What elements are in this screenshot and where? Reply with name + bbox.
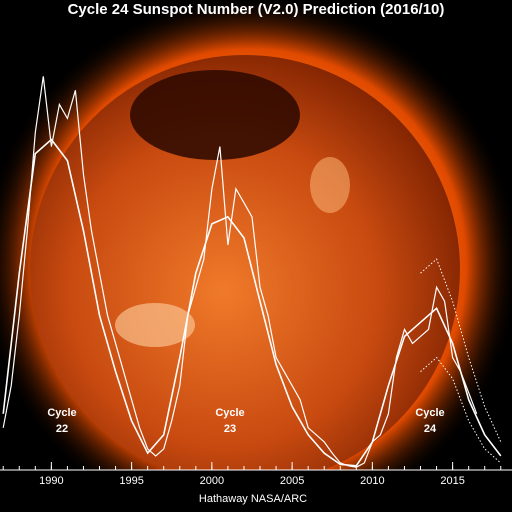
coronal-hole [130,70,300,160]
chart-title: Cycle 24 Sunspot Number (V2.0) Predictio… [68,1,445,18]
cycle-label: Cycle [47,407,76,419]
cycle-label: 23 [224,423,236,435]
x-tick-label: 2000 [200,475,224,487]
data-line [2,76,478,468]
active-region [310,157,350,213]
x-tick-label: 1990 [39,475,63,487]
cycle-label: Cycle [215,407,244,419]
cycle-label: Cycle [415,407,444,419]
active-region [115,303,195,347]
data-line [420,258,502,443]
data-line [2,138,502,467]
x-tick-label: 1995 [119,475,143,487]
x-tick-label: 2010 [360,475,384,487]
axis-band [0,470,512,512]
credit: Hathaway NASA/ARC [199,493,307,505]
sun-disk [30,55,460,485]
x-tick-label: 2015 [440,475,464,487]
data-line [420,356,502,464]
x-tick-label: 2005 [280,475,304,487]
cycle-label: 22 [56,423,68,435]
cycle-label: 24 [424,423,437,435]
